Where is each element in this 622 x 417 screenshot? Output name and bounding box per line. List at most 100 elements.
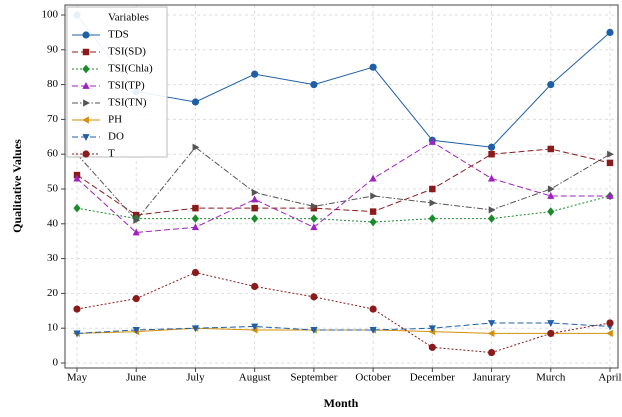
marker	[73, 203, 81, 213]
x-tick-label: July	[186, 372, 205, 384]
marker	[192, 143, 200, 151]
y-tick-label: 80	[47, 78, 59, 90]
legend: Variables TDS TSI(SD) TSI(Chla) TSI(TP) TSI(…	[66, 6, 168, 160]
y-tick-label: 50	[47, 183, 59, 195]
y-tick-label: 90	[47, 43, 59, 55]
y-tick-label: 70	[47, 113, 59, 125]
legend-label: TSI(SD)	[108, 46, 146, 58]
series-line	[76, 322, 611, 334]
series-line	[76, 141, 610, 234]
x-tick-label: October	[355, 372, 391, 384]
series-line	[76, 148, 611, 216]
series-line	[76, 195, 611, 223]
marker	[251, 214, 259, 223]
y-tick-label: 40	[47, 217, 59, 229]
marker	[251, 323, 259, 331]
marker	[191, 268, 200, 277]
marker	[82, 116, 89, 124]
marker	[547, 320, 555, 327]
x-axis-title: Month	[324, 396, 359, 410]
y-tick-label: 10	[47, 322, 59, 334]
marker	[488, 150, 495, 158]
marker	[369, 305, 377, 313]
marker	[369, 208, 377, 215]
marker	[310, 293, 318, 301]
x-tick-label: August	[239, 372, 271, 384]
marker	[487, 348, 496, 357]
marker	[547, 207, 555, 216]
marker	[606, 329, 613, 338]
marker	[310, 81, 318, 89]
marker	[487, 143, 496, 151]
marker	[73, 330, 81, 338]
marker	[487, 214, 496, 223]
marker	[191, 325, 200, 333]
marker	[606, 159, 614, 167]
x-tick-label: April	[598, 372, 621, 384]
marker	[487, 329, 495, 338]
marker	[191, 223, 200, 231]
marker	[251, 195, 259, 203]
x-tick-label: Murch	[536, 372, 566, 384]
y-tick-label: 0	[53, 357, 59, 369]
marker	[547, 185, 555, 193]
marker	[82, 64, 90, 74]
x-tick-label: September	[290, 372, 337, 384]
legend-box	[66, 6, 168, 158]
y-tick-label: 20	[47, 287, 59, 299]
y-tick-label: 60	[47, 148, 59, 160]
marker	[606, 319, 614, 327]
marker	[132, 228, 140, 236]
legend-label: DO	[108, 131, 124, 143]
legend-title: Variables	[108, 12, 149, 24]
marker	[428, 138, 436, 145]
marker	[547, 81, 555, 89]
y-tick-label: 30	[47, 252, 59, 264]
marker	[547, 145, 555, 153]
marker	[192, 204, 199, 212]
marker	[428, 343, 436, 351]
marker	[251, 204, 258, 212]
series-line	[76, 271, 611, 354]
legend-label: TSI(TP)	[108, 80, 145, 92]
marker	[310, 223, 318, 231]
marker	[369, 174, 377, 182]
marker	[251, 188, 259, 197]
marker	[547, 192, 555, 199]
x-tick-label: December	[410, 372, 456, 384]
marker	[369, 217, 377, 227]
marker	[191, 98, 200, 106]
marker	[429, 199, 437, 207]
marker	[607, 150, 614, 158]
marker	[83, 99, 90, 107]
marker	[487, 174, 496, 182]
legend-label: TSI(TN)	[108, 97, 147, 109]
marker	[311, 202, 318, 210]
marker	[251, 282, 259, 291]
legend-label: PH	[108, 114, 122, 126]
marker	[606, 28, 614, 36]
marker	[191, 214, 200, 223]
marker	[82, 150, 90, 158]
marker	[251, 70, 259, 78]
x-tick-label: May	[67, 372, 88, 384]
marker	[369, 63, 377, 71]
marker	[429, 185, 436, 193]
marker	[369, 327, 377, 334]
marker	[488, 206, 496, 214]
marker	[310, 327, 318, 334]
marker	[487, 320, 496, 327]
x-tick-label: Janurary	[473, 372, 511, 384]
marker	[82, 31, 90, 39]
y-axis-title: Qualitative Values	[10, 139, 24, 233]
series-line	[76, 146, 611, 222]
marker	[82, 48, 90, 56]
marker	[428, 214, 436, 223]
legend-label: TDS	[108, 29, 129, 41]
marker	[310, 214, 318, 223]
marker	[370, 192, 378, 200]
marker	[133, 216, 141, 224]
y-tick-label: 100	[42, 9, 59, 21]
x-tick-label: June	[126, 372, 146, 384]
